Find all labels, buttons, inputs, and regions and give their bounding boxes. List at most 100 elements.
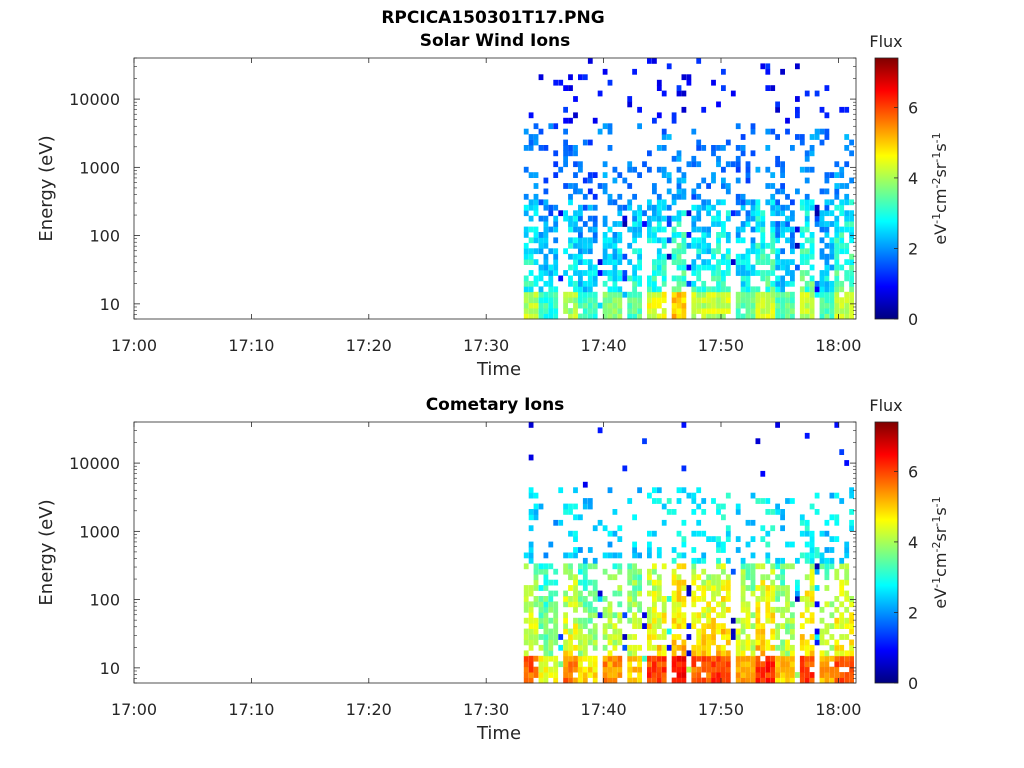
flux-cell	[627, 308, 633, 314]
flux-cell	[632, 552, 637, 559]
flux-cell	[627, 666, 633, 673]
flux-cell	[661, 237, 667, 244]
flux-cell	[716, 101, 721, 108]
flux-cell	[637, 601, 642, 608]
flux-cell	[661, 291, 667, 298]
flux-cell	[785, 302, 790, 309]
flux-cell	[716, 661, 721, 668]
flux-cell	[523, 634, 529, 640]
flux-cell	[691, 286, 697, 293]
flux-cell	[770, 644, 776, 651]
flux-cell	[839, 286, 845, 293]
flux-cell	[553, 308, 559, 314]
flux-cell	[543, 215, 549, 222]
flux-cell	[701, 498, 707, 504]
flux-cell	[706, 617, 711, 624]
flux-cell	[597, 128, 603, 135]
flux-cell	[740, 601, 746, 608]
flux-cell	[799, 677, 805, 684]
flux-cell	[844, 313, 850, 320]
flux-cell	[725, 579, 731, 586]
flux-cell	[607, 275, 613, 282]
flux-cell	[578, 655, 583, 662]
flux-cell	[612, 666, 618, 673]
flux-cell	[582, 237, 588, 244]
flux-cell	[582, 193, 588, 200]
flux-cell	[834, 302, 840, 309]
flux-cell	[573, 280, 578, 287]
flux-cell	[548, 264, 554, 271]
flux-cell	[755, 259, 761, 265]
flux-cell	[548, 210, 554, 217]
flux-cell	[795, 596, 800, 602]
flux-cell	[696, 557, 702, 564]
flux-cell	[735, 313, 741, 320]
flux-cell	[775, 161, 780, 168]
flux-cell	[573, 547, 578, 553]
flux-cell	[824, 313, 830, 320]
flux-cell	[716, 509, 721, 515]
flux-cell	[533, 123, 539, 130]
flux-cell	[760, 215, 766, 222]
flux-cell	[765, 530, 771, 537]
flux-cell	[775, 590, 780, 597]
flux-cell	[523, 650, 529, 657]
flux-cell	[829, 547, 835, 553]
flux-cell	[809, 199, 815, 206]
flux-cell	[716, 541, 721, 548]
flux-cell	[627, 275, 633, 282]
flux-cell	[528, 655, 534, 662]
flux-cell	[543, 297, 549, 304]
flux-cell	[696, 585, 702, 591]
flux-cell	[573, 161, 578, 168]
flux-cell	[809, 552, 815, 559]
flux-cell	[543, 237, 549, 244]
flux-cell	[755, 199, 761, 206]
flux-cell	[849, 139, 854, 146]
flux-cell	[543, 574, 549, 581]
flux-cell	[578, 215, 583, 222]
flux-cell	[578, 650, 583, 657]
flux-cell	[681, 264, 687, 271]
flux-cell	[819, 655, 825, 662]
flux-cell	[592, 563, 598, 570]
flux-cell	[681, 172, 687, 178]
flux-cell	[671, 275, 677, 282]
flux-cell	[760, 253, 766, 260]
colorbar-tick-label: 4	[908, 169, 918, 188]
flux-cell	[780, 525, 785, 532]
flux-cell	[543, 639, 549, 646]
flux-cell	[676, 188, 682, 195]
flux-cell	[652, 117, 657, 124]
flux-cell	[785, 601, 790, 608]
flux-cell	[740, 264, 746, 271]
flux-cell	[745, 313, 751, 320]
flux-cell	[622, 644, 628, 651]
flux-cell	[716, 612, 721, 619]
flux-cell	[809, 601, 815, 608]
flux-cell	[691, 612, 697, 619]
flux-cell	[676, 166, 682, 173]
flux-cell	[578, 74, 583, 81]
flux-cell	[661, 661, 667, 668]
flux-cell	[602, 623, 608, 629]
flux-cell	[804, 525, 810, 532]
flux-cell	[573, 579, 578, 586]
flux-cell	[691, 547, 697, 553]
flux-cell	[582, 574, 588, 581]
flux-cell	[617, 612, 623, 619]
flux-cell	[750, 210, 756, 217]
flux-cell	[809, 286, 815, 293]
flux-cell	[563, 117, 568, 124]
flux-cell	[745, 606, 751, 613]
flux-cell	[647, 639, 652, 646]
flux-cell	[696, 650, 702, 657]
flux-cell	[602, 232, 608, 238]
flux-cell	[558, 519, 564, 526]
flux-cell	[799, 302, 805, 309]
flux-cell	[780, 280, 785, 287]
flux-cell	[780, 677, 785, 684]
flux-cell	[696, 275, 702, 282]
flux-cell	[528, 541, 534, 548]
flux-cell	[770, 221, 776, 227]
